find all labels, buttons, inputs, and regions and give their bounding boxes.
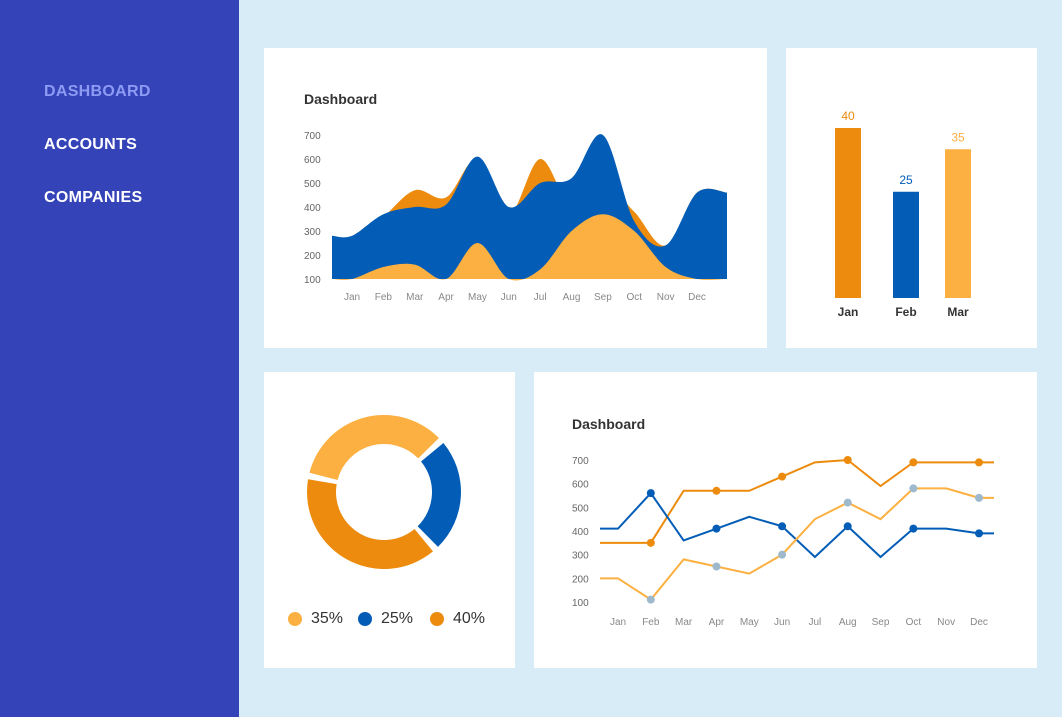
legend-dot-orange <box>430 612 444 626</box>
line-point <box>843 522 852 531</box>
bar-category-label: Jan <box>838 305 859 319</box>
line-point <box>778 472 787 481</box>
area-y-tick-label: 100 <box>304 275 321 286</box>
line-point <box>909 484 918 493</box>
legend-label: 40% <box>453 610 486 627</box>
area-y-tick-label: 400 <box>304 203 321 214</box>
line-point <box>975 458 983 467</box>
sidebar: DASHBOARD ACCOUNTS COMPANIES <box>0 0 239 717</box>
bar <box>893 191 919 298</box>
line-x-tick-label: Jul <box>809 617 822 628</box>
donut-slice <box>307 479 433 569</box>
sidebar-item-accounts[interactable]: ACCOUNTS <box>44 136 138 153</box>
line-y-tick-label: 400 <box>572 527 589 538</box>
line-series-orange <box>600 458 994 544</box>
area-series-light-orange <box>332 214 727 281</box>
area-x-tick-label: Dec <box>688 292 706 303</box>
line-y-tick-label: 500 <box>572 503 589 514</box>
line-x-tick-label: Sep <box>872 617 890 628</box>
line-x-tick-label: Jan <box>610 617 626 628</box>
line-y-tick-label: 600 <box>572 480 589 491</box>
line-x-tick-label: May <box>740 617 759 628</box>
bar-category-label: Feb <box>895 305 916 319</box>
line-y-tick-label: 200 <box>572 574 589 585</box>
area-y-tick-label: 200 <box>304 251 321 262</box>
area-x-tick-label: Jul <box>534 292 547 303</box>
area-y-tick-label: 500 <box>304 179 321 190</box>
line-x-tick-label: Apr <box>709 617 725 628</box>
line-point <box>778 522 787 531</box>
legend-label: 25% <box>381 610 414 627</box>
area-x-tick-label: Apr <box>438 292 454 303</box>
legend-item-1: 35% <box>288 609 343 629</box>
legend-label: 35% <box>311 610 344 627</box>
area-chart: 100 200 300 400 500 600 700 Jan Feb Mar Apr May Jun J… <box>304 131 727 303</box>
donut-chart <box>307 415 461 569</box>
area-y-tick-label: 300 <box>304 227 321 238</box>
bar-value-label: 25 <box>899 173 913 187</box>
line-point <box>646 489 655 498</box>
line-series-blue <box>600 491 994 559</box>
legend-dot-light-orange <box>288 612 302 626</box>
line-point <box>909 524 918 533</box>
line-x-tick-label: Aug <box>839 617 857 628</box>
line-point <box>712 562 721 571</box>
area-x-tick-label: Sep <box>594 292 612 303</box>
area-x-tick-label: Oct <box>626 292 642 303</box>
bar <box>835 128 861 298</box>
bar-value-label: 40 <box>841 109 855 123</box>
line-chart-card: Dashboard 100 200 300 400 500 600 700 Jan Feb Mar… <box>534 372 1037 668</box>
line-x-tick-label: Mar <box>675 617 693 628</box>
donut-chart-card <box>264 372 515 668</box>
line-y-tick-label: 300 <box>572 551 589 562</box>
line-x-tick-label: Nov <box>937 617 955 628</box>
area-x-tick-label: Nov <box>657 292 675 303</box>
area-series-blue <box>332 134 727 279</box>
line-chart: 100 200 300 400 500 600 700 Jan Feb Mar Apr May Jun J… <box>572 456 994 628</box>
bar-chart-card: 40 Jan 25 Feb 35 Mar <box>786 48 1037 348</box>
area-chart-title: Dashboard <box>304 91 378 107</box>
area-x-tick-label: Mar <box>406 292 424 303</box>
line-y-tick-label: 100 <box>572 598 589 609</box>
line-point <box>843 456 852 464</box>
line-x-tick-label: Dec <box>970 617 988 628</box>
bar-category-label: Mar <box>947 305 969 319</box>
line-y-tick-label: 700 <box>572 456 589 467</box>
area-y-tick-label: 600 <box>304 155 321 166</box>
line-point <box>843 498 852 507</box>
donut-slice <box>417 443 461 547</box>
line-point <box>712 524 721 533</box>
bar <box>945 149 971 298</box>
line-chart-title: Dashboard <box>572 416 646 432</box>
sidebar-item-companies[interactable]: COMPANIES <box>44 189 143 206</box>
legend-dot-blue <box>358 612 372 626</box>
line-point <box>778 550 787 559</box>
line-point <box>646 595 655 604</box>
area-x-tick-label: Jun <box>501 292 517 303</box>
area-chart-card: Dashboard 100 200 300 400 500 600 700 Jan Feb Mar… <box>264 48 767 348</box>
line-point <box>712 486 721 495</box>
legend-item-3: 40% <box>430 609 485 629</box>
area-x-tick-label: Feb <box>375 292 393 303</box>
line-x-tick-label: Feb <box>642 617 660 628</box>
bar-value-label: 35 <box>951 130 965 144</box>
line-point <box>646 538 655 547</box>
legend-item-2: 25% <box>358 609 413 629</box>
line-point <box>975 493 983 502</box>
line-series-light-orange <box>600 487 994 601</box>
line-point <box>909 458 918 467</box>
line-x-tick-label: Oct <box>906 617 922 628</box>
sidebar-item-dashboard[interactable]: DASHBOARD <box>44 83 151 100</box>
area-x-tick-label: Aug <box>563 292 581 303</box>
line-x-tick-label: Jun <box>774 617 790 628</box>
line-point <box>975 529 983 538</box>
donut-slice <box>309 415 439 480</box>
bar-chart: 40 Jan 25 Feb 35 Mar <box>835 109 971 319</box>
area-y-tick-label: 700 <box>304 131 321 142</box>
area-x-tick-label: Jan <box>344 292 360 303</box>
area-x-tick-label: May <box>468 292 487 303</box>
